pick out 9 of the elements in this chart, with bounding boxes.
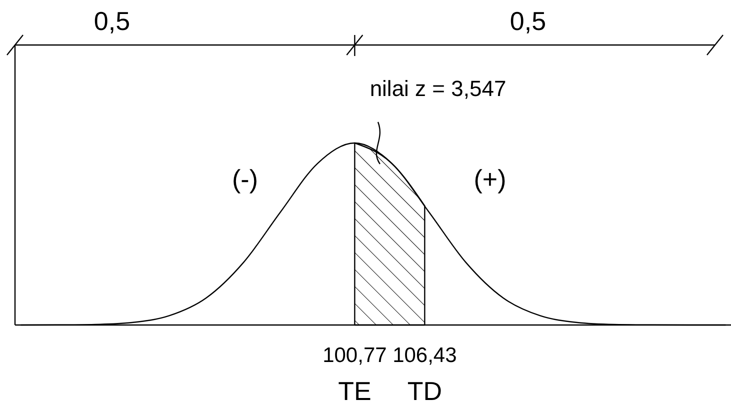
text: nilai z = 3,547 — [370, 76, 506, 101]
text: 0,5 — [510, 6, 546, 36]
text: TE — [338, 376, 372, 406]
text: 0,5 — [94, 6, 130, 36]
text: TD — [407, 376, 442, 406]
x-tick-label: 106,43 — [392, 344, 457, 367]
annotation: (+) — [474, 164, 506, 194]
x-tick-label: 100,77 — [322, 344, 387, 367]
annotation: (-) — [232, 164, 258, 194]
